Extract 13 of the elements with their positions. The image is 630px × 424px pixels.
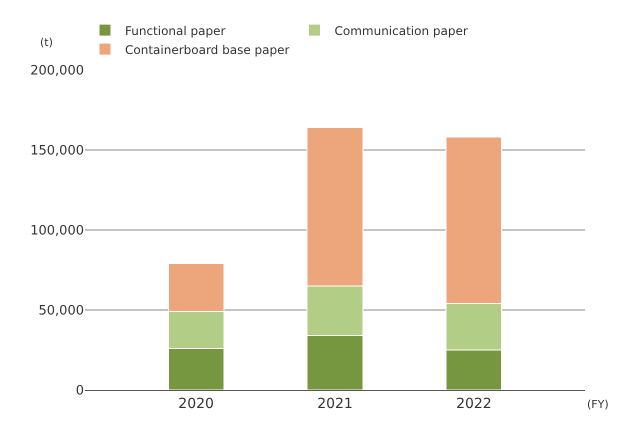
y-tick-label: 200,000 <box>30 64 84 79</box>
legend-label: Communication paper <box>334 24 468 38</box>
x-tick-label: 2020 <box>178 396 214 412</box>
y-tick-label: 150,000 <box>30 144 84 159</box>
y-tick-label: 0 <box>76 384 84 399</box>
x-axis-title: (FY) <box>587 398 609 411</box>
x-tick-label: 2022 <box>456 396 492 412</box>
y-tick-label: 100,000 <box>30 224 84 239</box>
x-tick-label: 2021 <box>317 396 353 412</box>
y-axis-title: (t) <box>40 36 53 49</box>
legend-label: Functional paper <box>125 24 226 38</box>
legend-label: Containerboard base paper <box>125 42 290 57</box>
y-tick-label: 50,000 <box>38 304 84 319</box>
